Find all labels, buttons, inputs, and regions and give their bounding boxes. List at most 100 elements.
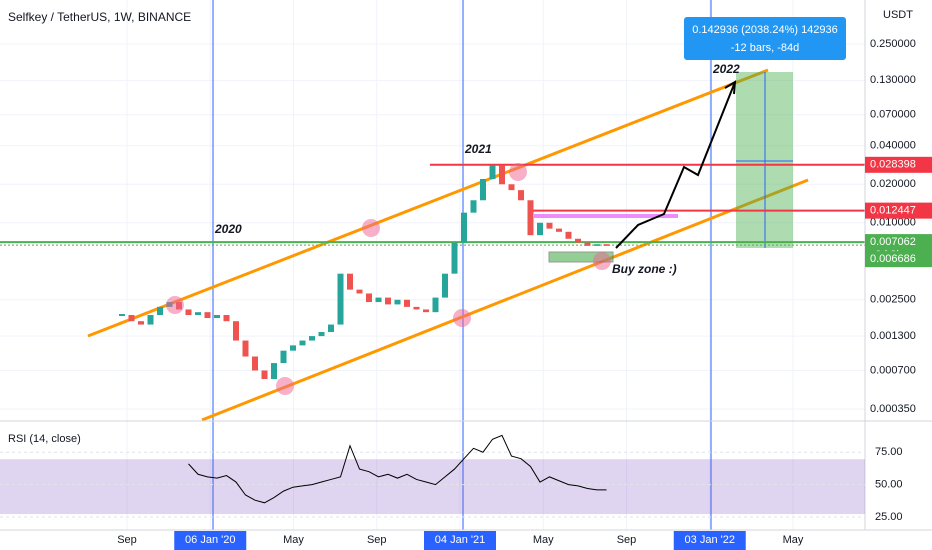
- candle: [594, 244, 600, 246]
- candle: [318, 331, 325, 337]
- touch-point: [453, 309, 471, 327]
- touch-point: [509, 163, 527, 181]
- candle: [470, 200, 477, 213]
- annotation: 2022: [712, 62, 740, 76]
- candle: [375, 297, 382, 303]
- candle: [575, 238, 581, 243]
- candle: [451, 242, 458, 274]
- x-tick-label: Sep: [617, 534, 637, 546]
- price-label: 0.006686: [870, 253, 916, 265]
- chart-title: Selfkey / TetherUS, 1W, BINANCE: [8, 10, 191, 24]
- y-tick-label: 0.001300: [870, 330, 916, 342]
- price-label-box: [865, 202, 932, 219]
- price-label-box: [865, 156, 932, 173]
- time-highlight: [174, 531, 247, 550]
- candle: [499, 165, 505, 185]
- candle: [423, 309, 429, 313]
- rsi-title: RSI (14, close): [8, 433, 81, 445]
- candle: [157, 306, 163, 316]
- touch-point: [362, 219, 380, 237]
- x-tick-label: 03 Jan '22: [685, 534, 735, 546]
- candle: [214, 315, 220, 319]
- candle: [299, 340, 306, 346]
- candle: [233, 321, 239, 341]
- candle: [309, 336, 315, 341]
- rsi-line: [188, 434, 607, 504]
- candle: [537, 222, 543, 236]
- x-tick-label: May: [783, 534, 804, 546]
- x-tick-label: May: [283, 534, 304, 546]
- candle: [556, 228, 562, 232]
- candle: [442, 273, 448, 298]
- x-tick-label: Sep: [367, 534, 387, 546]
- candle: [385, 297, 391, 305]
- channel-line: [201, 178, 809, 422]
- y-tick-label: 0.002500: [870, 294, 916, 306]
- price-label: 0.007062: [870, 236, 916, 248]
- levels: [0, 163, 865, 246]
- candle: [185, 309, 192, 316]
- price-label-box: [865, 251, 932, 268]
- axes: 0.250000 0.130000 0.070000 0.040000 0.020000…: [117, 38, 932, 550]
- candle: [413, 306, 420, 310]
- x-tick-label: 06 Jan '20: [185, 534, 235, 546]
- range-box: [534, 214, 678, 218]
- candle: [280, 350, 287, 364]
- y-tick-label: 25.00: [875, 511, 903, 523]
- touch-point: [593, 252, 611, 270]
- candle: [461, 212, 467, 243]
- y-tick-label: 0.010000: [870, 217, 916, 229]
- rsi-pane: [0, 434, 865, 518]
- candle: [584, 242, 591, 246]
- candle: [527, 200, 534, 236]
- candles: [119, 165, 610, 380]
- touch-point: [166, 296, 184, 314]
- candle: [337, 273, 344, 325]
- candle: [565, 231, 572, 239]
- y-tick-label: 0.040000: [870, 140, 916, 152]
- candle: [394, 299, 401, 305]
- currency: USDT: [883, 9, 913, 21]
- candle: [271, 363, 277, 380]
- measure-text: 0.142936 (2038.24%) 142936: [692, 24, 838, 36]
- grid: [0, 0, 865, 530]
- touch-point: [276, 377, 294, 395]
- time-highlight: [424, 531, 496, 550]
- y-tick-label: 0.000700: [870, 364, 916, 376]
- channel-line: [87, 68, 769, 338]
- candle: [546, 222, 553, 229]
- candle: [204, 312, 211, 319]
- candle: [432, 297, 439, 313]
- x-tick-label: 04 Jan '21: [435, 534, 485, 546]
- y-tick-label: 0.130000: [870, 74, 916, 86]
- candle: [603, 244, 610, 246]
- price-label: 0.012447: [870, 205, 916, 217]
- candle: [404, 299, 410, 307]
- candle: [138, 321, 144, 325]
- candle: [252, 356, 258, 371]
- candle: [242, 340, 249, 357]
- candle: [366, 293, 372, 303]
- candle: [147, 315, 154, 325]
- y-tick-label: 0.250000: [870, 38, 916, 50]
- candle: [119, 314, 125, 317]
- candle: [328, 324, 334, 332]
- candle: [195, 312, 201, 316]
- y-tick-label: 50.00: [875, 479, 903, 491]
- candle: [518, 190, 524, 201]
- annotation: 2021: [464, 142, 492, 156]
- y-tick-label: 0.070000: [870, 109, 916, 121]
- candle: [356, 289, 363, 294]
- y-tick-label: 0.000350: [870, 403, 916, 415]
- annotation: Buy zone :): [612, 262, 677, 276]
- time-highlight: [673, 531, 746, 550]
- candle: [347, 273, 353, 290]
- candle: [223, 315, 230, 322]
- projection: [615, 81, 736, 249]
- measure-box: [684, 17, 846, 60]
- x-tick-label: May: [533, 534, 554, 546]
- candle: [261, 370, 268, 380]
- candle: [480, 178, 486, 201]
